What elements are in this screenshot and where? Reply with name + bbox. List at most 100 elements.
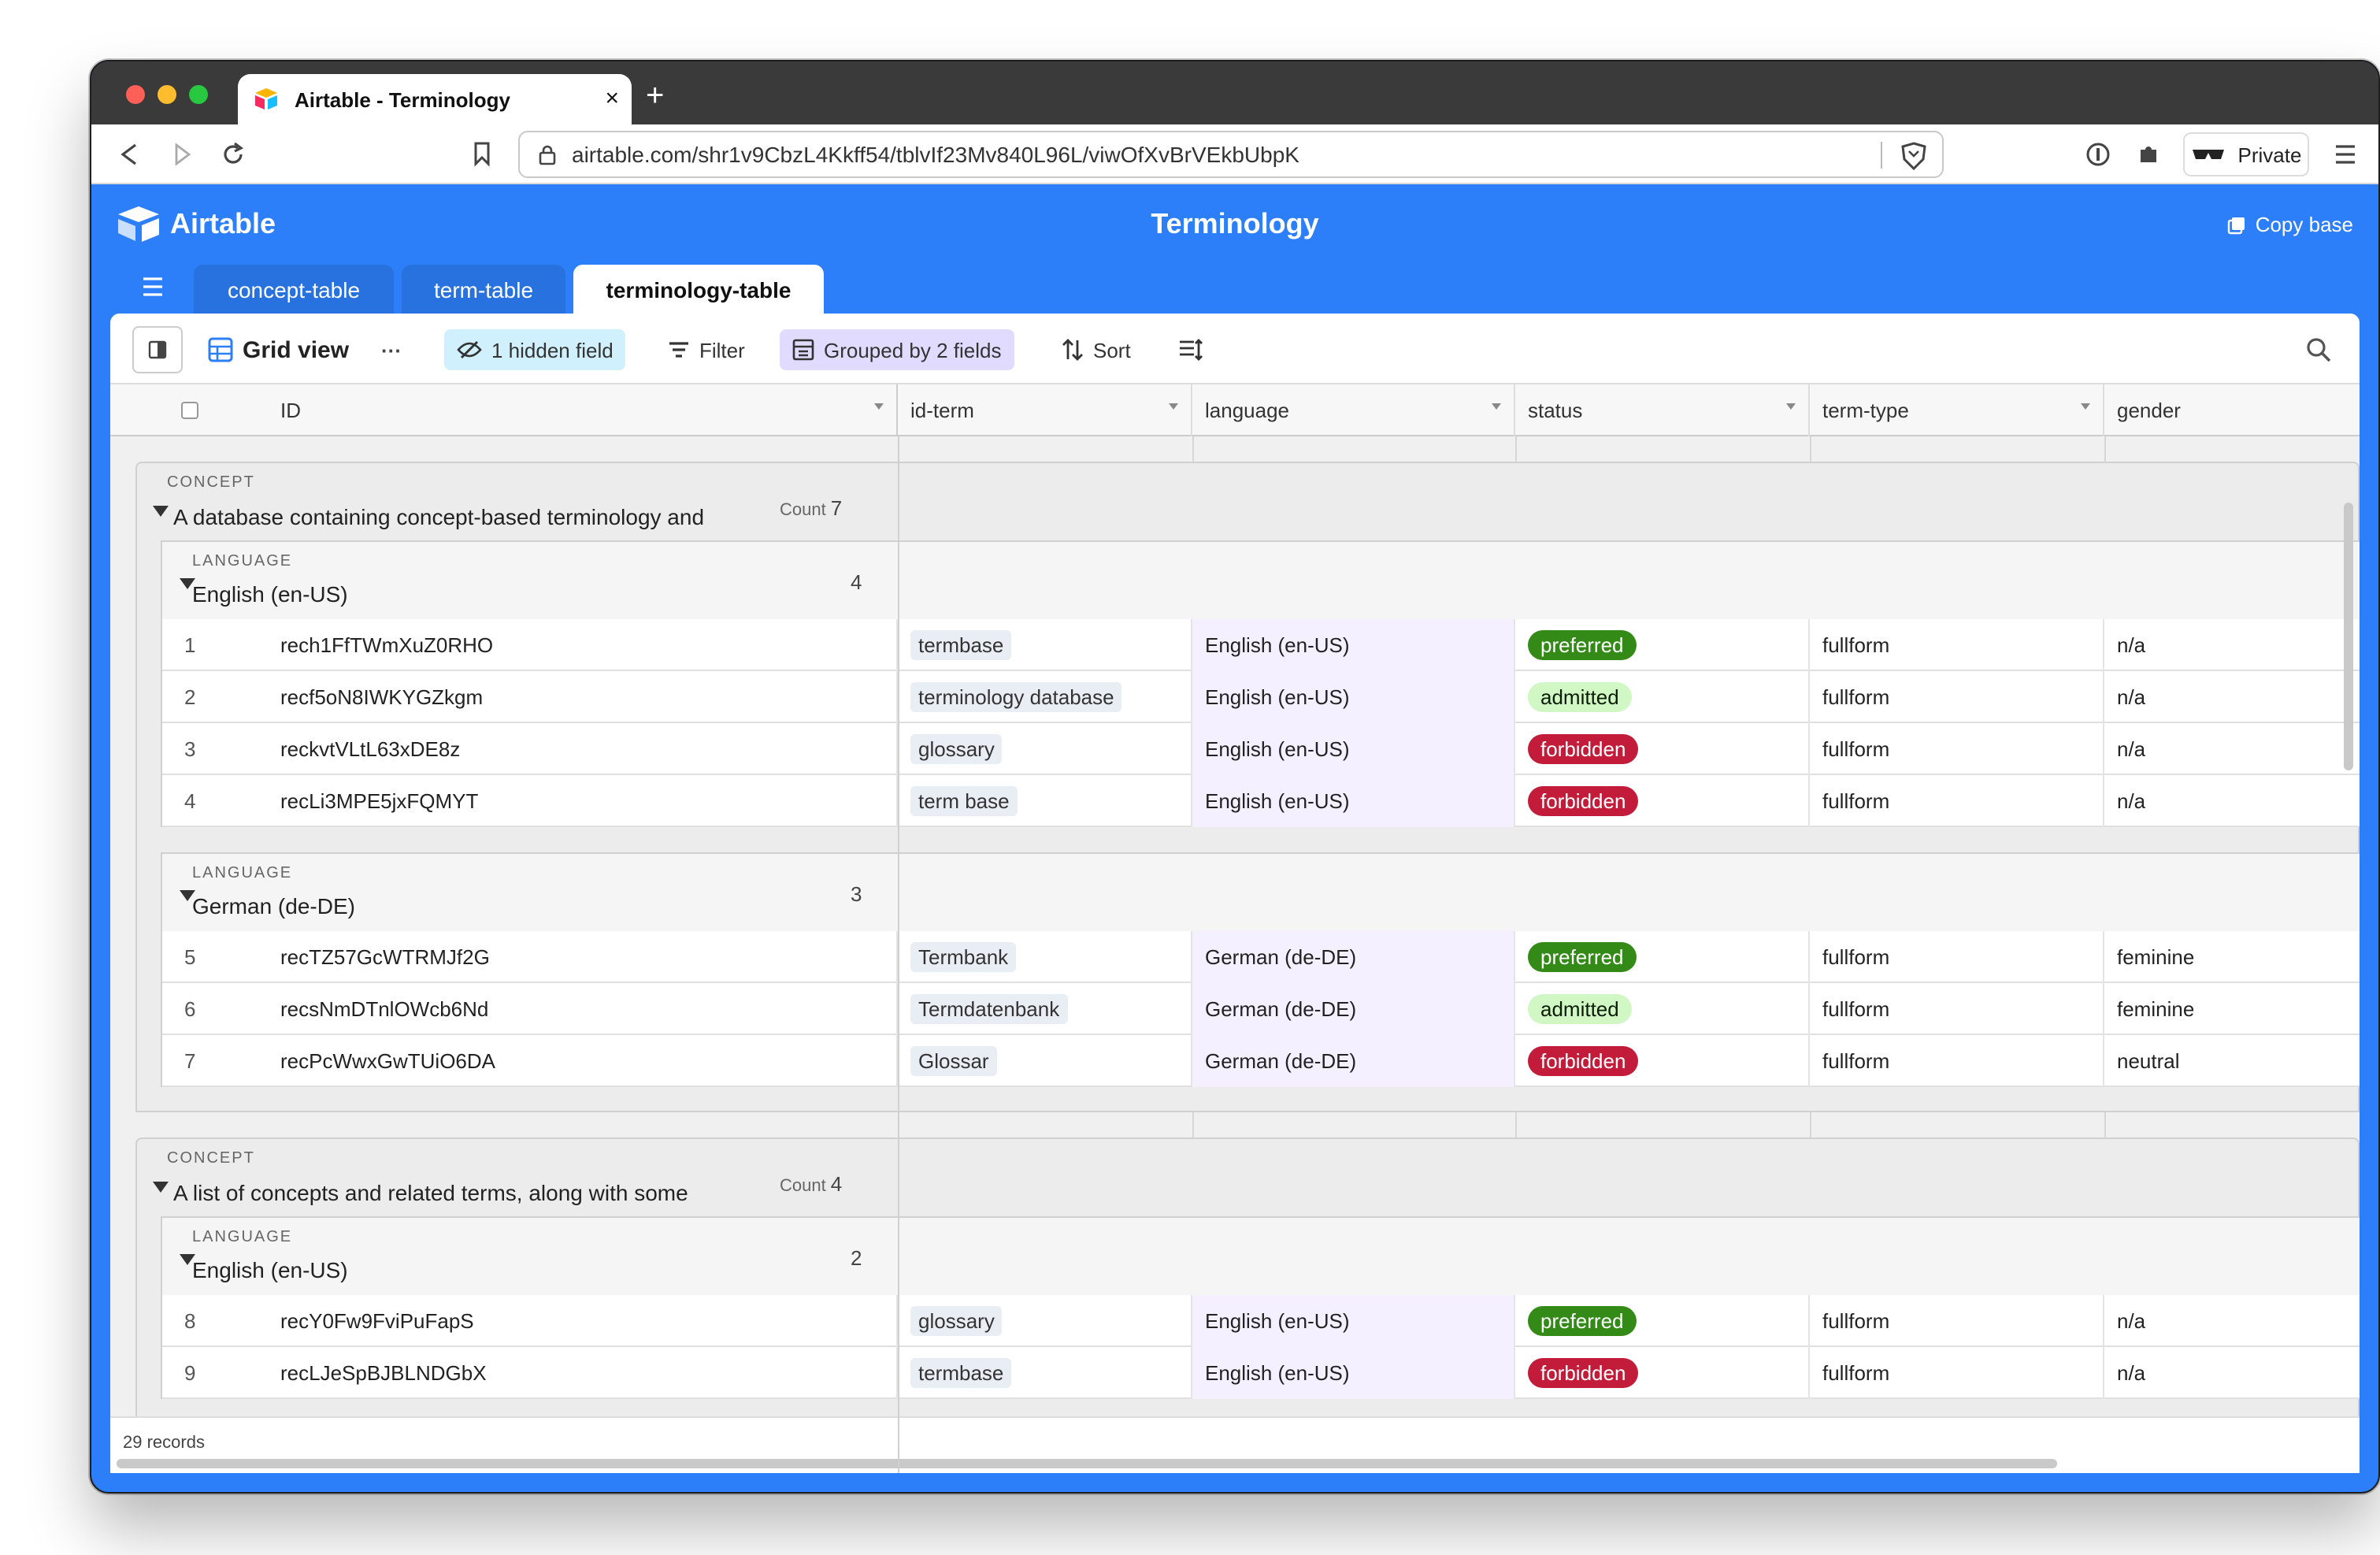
table-row[interactable]: 6 recsNmDTnlOWcb6Nd Termdatenbank German (d… xyxy=(162,983,2360,1035)
table-row[interactable]: 2 recf5oN8IWKYGZkgm terminology database En… xyxy=(162,671,2360,723)
record-id-cell[interactable]: reckvtVLtL63xDE8z xyxy=(268,723,898,775)
collapse-triangle-icon[interactable] xyxy=(180,578,195,589)
column-id-term[interactable]: id-term xyxy=(898,384,1192,436)
term-type-cell[interactable]: fullform xyxy=(1810,983,2104,1035)
tab-concept-table[interactable]: concept-table xyxy=(194,265,394,314)
tab-term-table[interactable]: term-table xyxy=(402,265,565,314)
tab-terminology-table[interactable]: terminology-table xyxy=(573,265,824,314)
search-icon[interactable] xyxy=(2306,337,2331,362)
id-term-cell[interactable]: Termbank xyxy=(898,931,1192,983)
linked-term-chip[interactable]: termbase xyxy=(910,630,1012,660)
view-switcher[interactable]: Grid view xyxy=(195,329,361,370)
term-type-cell[interactable]: fullform xyxy=(1810,619,2104,671)
status-cell[interactable]: preferred xyxy=(1515,1295,1810,1347)
status-cell[interactable]: preferred xyxy=(1515,619,1810,671)
status-cell[interactable]: admitted xyxy=(1515,671,1810,723)
group-button[interactable]: Grouped by 2 fields xyxy=(780,329,1014,370)
minimize-window-button[interactable] xyxy=(158,85,176,104)
bookmark-icon[interactable] xyxy=(473,142,491,167)
brave-shield-icon[interactable] xyxy=(1901,142,1926,170)
gender-cell[interactable]: neutral xyxy=(2117,1049,2180,1073)
sort-button[interactable]: Sort xyxy=(1049,329,1144,370)
collapse-triangle-icon[interactable] xyxy=(180,890,195,901)
maximize-window-button[interactable] xyxy=(189,85,208,104)
id-term-cell[interactable]: terminology database xyxy=(898,671,1192,723)
status-cell[interactable]: forbidden xyxy=(1515,1035,1810,1087)
linked-term-chip[interactable]: Termbank xyxy=(910,942,1017,972)
column-language[interactable]: language xyxy=(1192,384,1515,436)
language-cell[interactable]: German (de-DE) xyxy=(1192,931,1515,983)
airtable-logo[interactable]: Airtable xyxy=(117,205,276,243)
browser-menu-icon[interactable] xyxy=(2334,143,2356,165)
collapse-triangle-icon[interactable] xyxy=(180,1254,195,1265)
extensions-icon[interactable] xyxy=(2136,142,2161,167)
sidebar-menu-icon[interactable] xyxy=(142,277,164,296)
table-row[interactable]: 1 rech1FfTWmXuZ0RHO termbase English (en-US… xyxy=(162,619,2360,671)
address-bar[interactable]: airtable.com/shr1v9CbzL4Kkff54/tblvIf23M… xyxy=(518,131,1944,178)
toggle-sidebar-button[interactable] xyxy=(132,326,183,373)
view-more-button[interactable]: ··· xyxy=(381,338,402,362)
reload-icon[interactable] xyxy=(221,142,246,167)
term-type-cell[interactable]: fullform xyxy=(1810,775,2104,827)
gender-cell[interactable]: n/a xyxy=(2117,1361,2146,1385)
status-cell[interactable]: forbidden xyxy=(1515,1347,1810,1399)
gender-cell[interactable]: n/a xyxy=(2117,633,2146,657)
row-height-button[interactable] xyxy=(1166,329,1216,370)
hidden-fields-button[interactable]: 1 hidden field xyxy=(444,329,626,370)
gender-cell[interactable]: n/a xyxy=(2117,789,2146,813)
term-type-cell[interactable]: fullform xyxy=(1810,931,2104,983)
table-row[interactable]: 9 recLJeSpBJBLNDGbX termbase English (en-US… xyxy=(162,1347,2360,1399)
copy-base-button[interactable]: Copy base xyxy=(2227,213,2353,236)
status-cell[interactable]: preferred xyxy=(1515,931,1810,983)
select-all-checkbox[interactable] xyxy=(181,402,198,419)
language-cell[interactable]: English (en-US) xyxy=(1192,671,1515,723)
id-term-cell[interactable]: glossary xyxy=(898,1295,1192,1347)
linked-term-chip[interactable]: glossary xyxy=(910,734,1003,764)
gender-cell[interactable]: n/a xyxy=(2117,685,2146,709)
language-cell[interactable]: German (de-DE) xyxy=(1192,983,1515,1035)
language-cell[interactable]: English (en-US) xyxy=(1192,619,1515,671)
record-id-cell[interactable]: recsNmDTnlOWcb6Nd xyxy=(268,983,898,1035)
close-window-button[interactable] xyxy=(126,85,145,104)
rewards-icon[interactable] xyxy=(2085,142,2111,167)
forward-icon[interactable] xyxy=(173,143,192,165)
record-id-cell[interactable]: recPcWwxGwTUiO6DA xyxy=(268,1035,898,1087)
table-row[interactable]: 8 recY0Fw9FviPuFapS glossary English (en-US… xyxy=(162,1295,2360,1347)
id-term-cell[interactable]: Termdatenbank xyxy=(898,983,1192,1035)
gender-cell[interactable]: feminine xyxy=(2117,997,2195,1021)
gender-cell[interactable]: n/a xyxy=(2117,1309,2146,1333)
term-type-cell[interactable]: fullform xyxy=(1810,1035,2104,1087)
id-term-cell[interactable]: termbase xyxy=(898,1347,1192,1399)
term-type-cell[interactable]: fullform xyxy=(1810,1347,2104,1399)
linked-term-chip[interactable]: terminology database xyxy=(910,682,1122,712)
record-id-cell[interactable]: rech1FfTWmXuZ0RHO xyxy=(268,619,898,671)
private-window-button[interactable]: Private xyxy=(2183,132,2309,176)
record-id-cell[interactable]: recTZ57GcWTRMJf2G xyxy=(268,931,898,983)
linked-term-chip[interactable]: Glossar xyxy=(910,1046,997,1076)
horizontal-scrollbar[interactable] xyxy=(117,1459,2057,1468)
status-cell[interactable]: forbidden xyxy=(1515,723,1810,775)
id-term-cell[interactable]: termbase xyxy=(898,619,1192,671)
collapse-triangle-icon[interactable] xyxy=(153,506,169,517)
language-cell[interactable]: English (en-US) xyxy=(1192,1295,1515,1347)
status-cell[interactable]: forbidden xyxy=(1515,775,1810,827)
filter-button[interactable]: Filter xyxy=(655,329,758,370)
record-id-cell[interactable]: recLJeSpBJBLNDGbX xyxy=(268,1347,898,1399)
table-row[interactable]: 5 recTZ57GcWTRMJf2G Termbank German (de-DE)… xyxy=(162,931,2360,983)
table-row[interactable]: 7 recPcWwxGwTUiO6DA Glossar German (de-DE) f… xyxy=(162,1035,2360,1087)
term-type-cell[interactable]: fullform xyxy=(1810,1295,2104,1347)
id-term-cell[interactable]: glossary xyxy=(898,723,1192,775)
linked-term-chip[interactable]: glossary xyxy=(910,1306,1003,1336)
column-term-type[interactable]: term-type xyxy=(1810,384,2104,436)
record-id-cell[interactable]: recY0Fw9FviPuFapS xyxy=(268,1295,898,1347)
id-term-cell[interactable]: Glossar xyxy=(898,1035,1192,1087)
language-cell[interactable]: English (en-US) xyxy=(1192,1347,1515,1399)
id-term-cell[interactable]: term base xyxy=(898,775,1192,827)
record-id-cell[interactable]: recLi3MPE5jxFQMYT xyxy=(268,775,898,827)
term-type-cell[interactable]: fullform xyxy=(1810,671,2104,723)
column-id[interactable]: ID xyxy=(268,384,898,436)
column-status[interactable]: status xyxy=(1515,384,1810,436)
gender-cell[interactable]: feminine xyxy=(2117,945,2195,969)
table-row[interactable]: 3 reckvtVLtL63xDE8z glossary English (en-US… xyxy=(162,723,2360,775)
language-cell[interactable]: English (en-US) xyxy=(1192,723,1515,775)
